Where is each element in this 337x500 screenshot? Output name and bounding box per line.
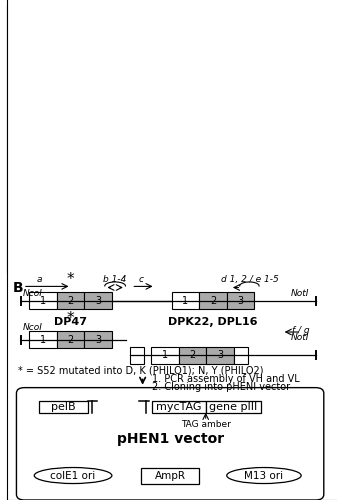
Text: mycTAG: mycTAG <box>156 402 202 412</box>
Text: 3: 3 <box>238 296 244 306</box>
Circle shape <box>110 114 135 134</box>
Text: 98: 98 <box>151 91 161 97</box>
Text: 3: 3 <box>95 335 101 345</box>
Text: NotI: NotI <box>291 288 309 298</box>
Text: 3: 3 <box>95 296 101 306</box>
FancyBboxPatch shape <box>57 332 84 348</box>
Text: 93: 93 <box>118 121 127 127</box>
Text: NcoI: NcoI <box>23 288 43 298</box>
Text: B: B <box>12 281 23 295</box>
FancyBboxPatch shape <box>141 468 199 483</box>
Text: * = S52 mutated into D, K (PHILO1); N, Y (PHILO2): * = S52 mutated into D, K (PHILO1); N, Y… <box>18 366 264 376</box>
Text: *: * <box>67 311 74 326</box>
Text: 1: 1 <box>40 296 46 306</box>
Text: A: A <box>10 10 21 24</box>
Text: NotI: NotI <box>291 333 309 342</box>
FancyBboxPatch shape <box>29 332 57 348</box>
Text: DPK22, DPL16: DPK22, DPL16 <box>168 317 258 327</box>
FancyBboxPatch shape <box>39 401 88 413</box>
FancyBboxPatch shape <box>206 401 261 413</box>
Text: 1: 1 <box>162 350 168 360</box>
FancyBboxPatch shape <box>7 5 330 272</box>
Circle shape <box>141 69 168 92</box>
Text: 1. PCR assembly of VH and VL: 1. PCR assembly of VH and VL <box>152 374 300 384</box>
FancyBboxPatch shape <box>84 292 112 310</box>
Text: colE1 ori: colE1 ori <box>51 470 96 480</box>
Text: 52: 52 <box>206 78 215 84</box>
FancyBboxPatch shape <box>152 401 206 413</box>
Text: 94: 94 <box>141 121 151 127</box>
FancyBboxPatch shape <box>227 292 254 310</box>
Circle shape <box>145 54 172 76</box>
FancyBboxPatch shape <box>57 292 84 310</box>
Text: pelB: pelB <box>51 402 76 412</box>
Text: TAG amber: TAG amber <box>181 420 231 430</box>
Text: gene pIII: gene pIII <box>209 402 257 412</box>
Circle shape <box>100 96 126 118</box>
Text: 2. Cloning into pHENI vector: 2. Cloning into pHENI vector <box>152 382 290 392</box>
Text: AmpR: AmpR <box>155 470 186 480</box>
Text: DPK22/DPL16: DPK22/DPL16 <box>22 257 108 267</box>
Text: *: * <box>67 272 74 287</box>
Circle shape <box>127 54 155 76</box>
Circle shape <box>143 102 168 124</box>
Text: 92: 92 <box>99 114 109 120</box>
Text: 1: 1 <box>40 335 46 345</box>
Text: b 1-4: b 1-4 <box>103 274 127 283</box>
FancyBboxPatch shape <box>206 347 234 364</box>
Text: 97: 97 <box>150 78 160 84</box>
FancyBboxPatch shape <box>7 0 337 500</box>
Text: 98: 98 <box>151 110 160 116</box>
Text: 2: 2 <box>67 296 74 306</box>
Circle shape <box>91 106 117 128</box>
Text: 1: 1 <box>182 296 188 306</box>
Circle shape <box>122 102 148 124</box>
Text: 100: 100 <box>119 80 133 86</box>
Text: c: c <box>139 274 144 283</box>
Text: 2: 2 <box>67 335 74 345</box>
Ellipse shape <box>227 468 301 483</box>
Text: M13 ori: M13 ori <box>244 470 283 480</box>
FancyBboxPatch shape <box>17 388 324 500</box>
Text: 3: 3 <box>217 350 223 360</box>
Circle shape <box>133 114 159 134</box>
Text: 2: 2 <box>210 296 216 306</box>
Text: DP47: DP47 <box>54 317 87 327</box>
Text: 2: 2 <box>189 350 196 360</box>
FancyBboxPatch shape <box>179 347 206 364</box>
Circle shape <box>197 70 224 92</box>
FancyBboxPatch shape <box>172 292 199 310</box>
Text: 96: 96 <box>153 62 163 68</box>
FancyBboxPatch shape <box>84 332 112 348</box>
Text: a: a <box>36 274 42 283</box>
Ellipse shape <box>34 468 112 483</box>
Text: 95: 95 <box>136 62 146 68</box>
Text: f / g: f / g <box>292 326 309 335</box>
Text: 99: 99 <box>134 91 144 97</box>
Text: NcoI: NcoI <box>23 323 43 332</box>
Circle shape <box>143 82 170 105</box>
Text: pHEN1 vector: pHEN1 vector <box>117 432 224 446</box>
Circle shape <box>125 82 152 105</box>
Text: DP47: DP47 <box>255 10 288 20</box>
Text: d 1, 2 / e 1-5: d 1, 2 / e 1-5 <box>220 274 278 283</box>
FancyBboxPatch shape <box>29 292 57 310</box>
FancyBboxPatch shape <box>151 347 179 364</box>
Text: 91: 91 <box>109 104 118 110</box>
FancyBboxPatch shape <box>234 347 248 364</box>
FancyBboxPatch shape <box>199 292 227 310</box>
Text: 96: 96 <box>130 110 139 116</box>
FancyBboxPatch shape <box>130 347 144 364</box>
Circle shape <box>112 72 140 94</box>
